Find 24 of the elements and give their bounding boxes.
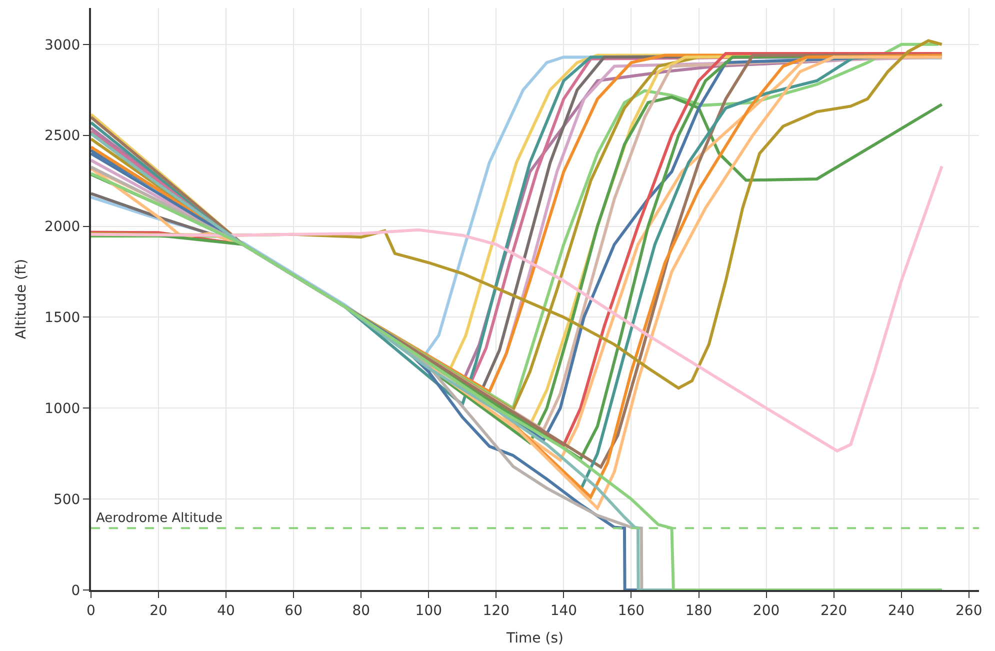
y-tick-label: 0 bbox=[71, 582, 80, 599]
y-tick-label: 3000 bbox=[44, 37, 80, 54]
x-tick-label: 40 bbox=[217, 602, 235, 619]
x-tick-label: 200 bbox=[752, 602, 780, 619]
x-tick-label: 240 bbox=[888, 602, 915, 619]
x-tick-label: 0 bbox=[86, 602, 96, 619]
y-tick-label: 2000 bbox=[44, 219, 80, 236]
x-tick-label: 80 bbox=[352, 602, 370, 619]
y-tick-label: 1000 bbox=[44, 401, 80, 418]
x-tick-label: 260 bbox=[956, 602, 982, 619]
ref-line-label: Aerodrome Altitude bbox=[96, 511, 223, 526]
x-axis-title: Time (s) bbox=[506, 630, 564, 647]
x-tick-label: 60 bbox=[284, 602, 303, 619]
y-tick-label: 500 bbox=[53, 492, 80, 508]
x-tick-label: 120 bbox=[482, 602, 510, 619]
x-tick-label: 180 bbox=[685, 602, 712, 619]
x-tick-label: 20 bbox=[150, 602, 168, 619]
y-axis-title: Altitude (ft) bbox=[14, 258, 30, 340]
y-tick-label: 1500 bbox=[44, 310, 80, 326]
x-tick-label: 100 bbox=[415, 602, 442, 619]
y-tick-label: 2500 bbox=[44, 128, 80, 144]
x-tick-label: 160 bbox=[618, 602, 645, 619]
x-tick-label: 140 bbox=[550, 602, 578, 619]
x-tick-label: 220 bbox=[820, 602, 848, 619]
